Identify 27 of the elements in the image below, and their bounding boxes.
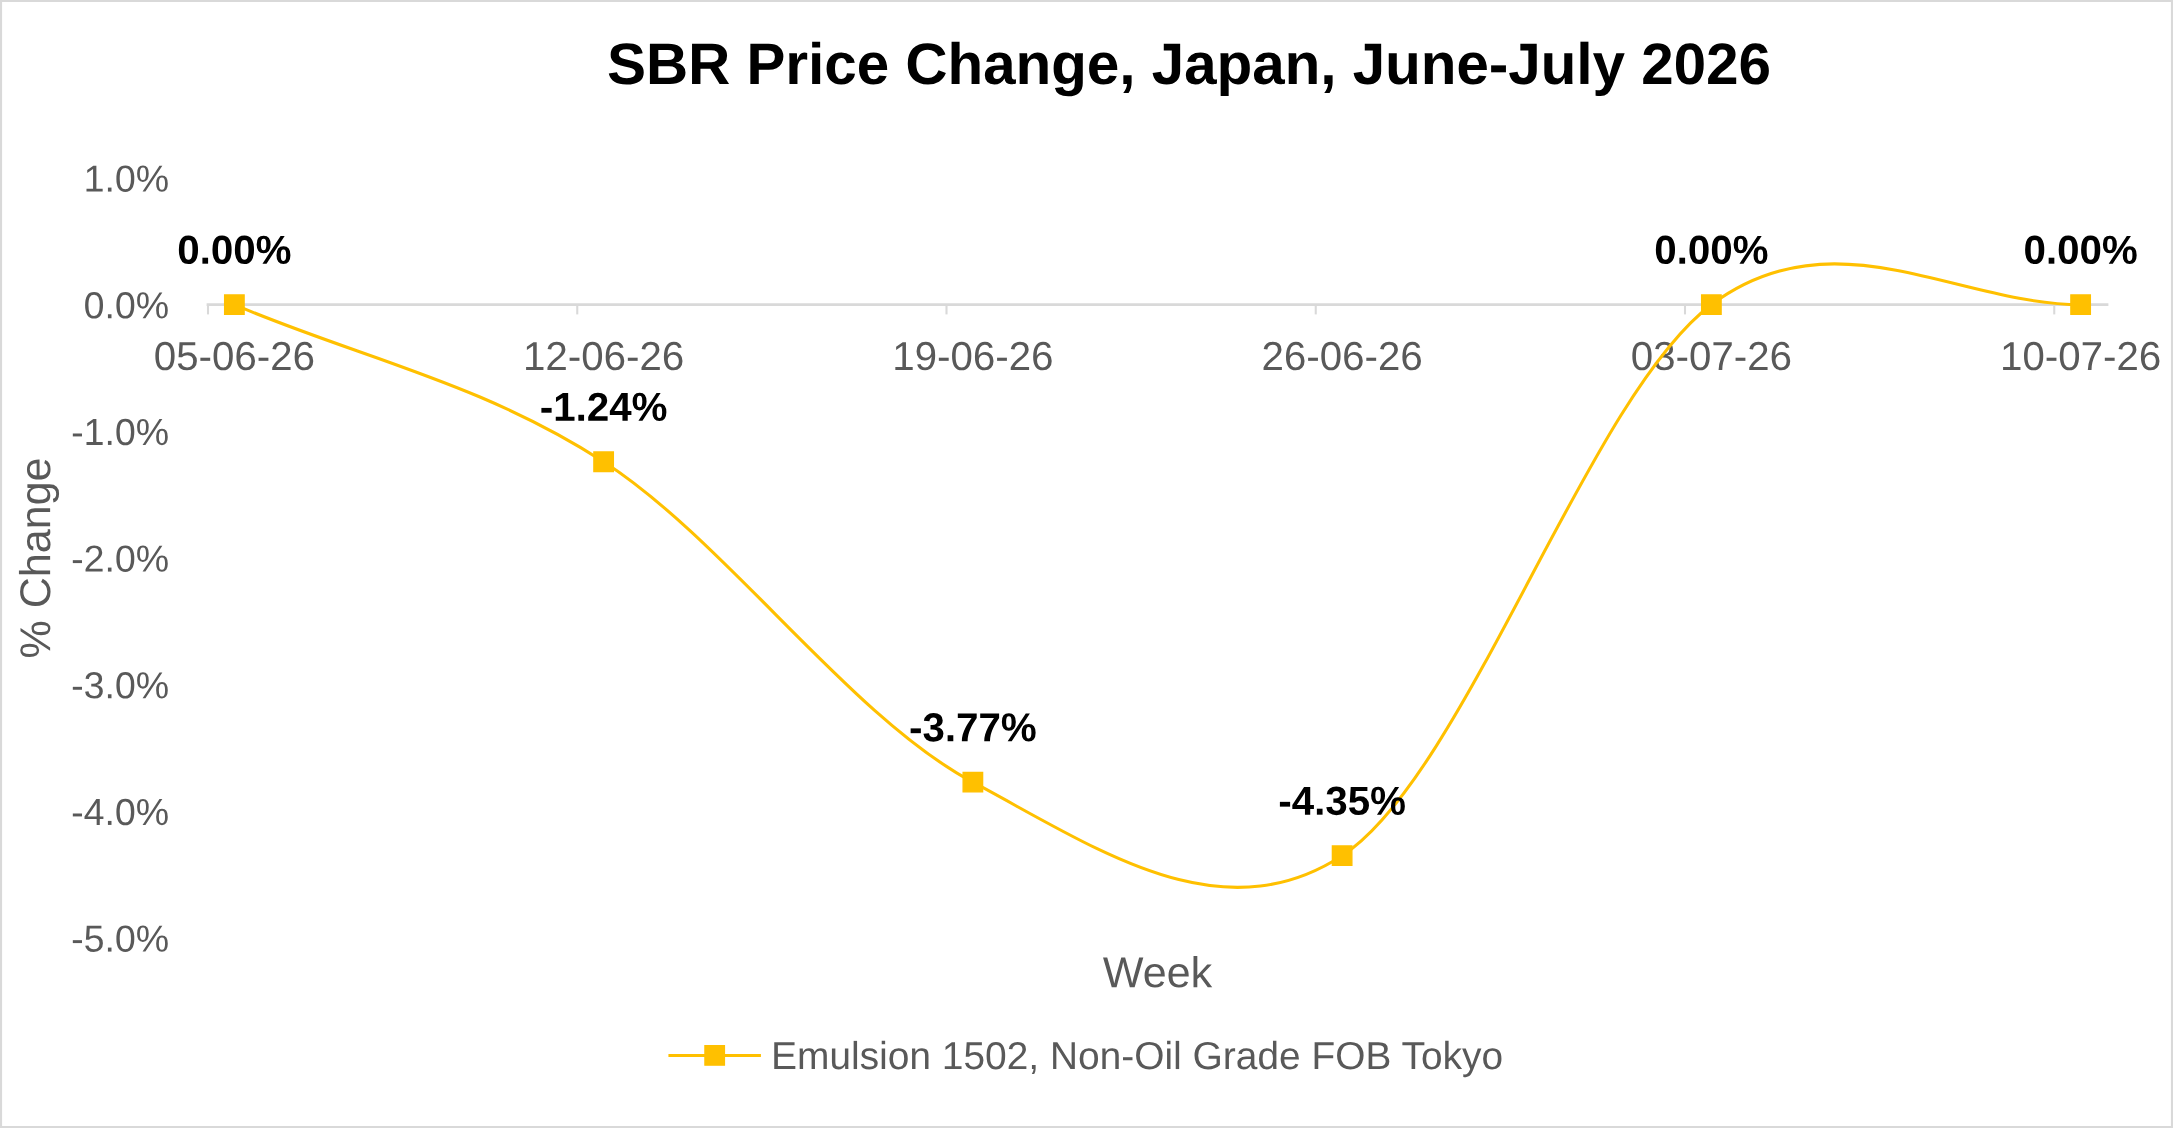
y-tick-label: 0.0%	[85, 292, 168, 319]
y-tick-label: -2.0%	[72, 545, 168, 572]
data-label: 0.00%	[1655, 235, 1768, 265]
data-label: 0.00%	[2025, 235, 2137, 265]
point	[1700, 294, 1722, 316]
point	[593, 451, 615, 473]
x-tick-label: 05-06-26	[155, 341, 314, 371]
x-tick-label: 10-07-26	[2003, 341, 2160, 371]
y-tick-label: -4.0%	[72, 798, 168, 826]
y-axis-title: % Change	[18, 459, 60, 657]
y-tick-label: -5.0%	[72, 925, 168, 952]
y-tick-label: 1.0%	[86, 165, 168, 192]
data-label: -1.24%	[541, 392, 667, 422]
point	[962, 771, 984, 793]
point	[2070, 294, 2092, 316]
chart-title: SBR Price Change, Japan, June-July 2026	[608, 41, 1769, 97]
point	[223, 294, 245, 316]
data-label: -3.77%	[910, 713, 1036, 742]
x-axis-title: Week	[1103, 955, 1213, 988]
x-tick-label: 12-06-26	[526, 341, 683, 371]
y-tick-label: -1.0%	[72, 418, 168, 446]
x-tick-label: 26-06-26	[1263, 341, 1421, 371]
data-label: 0.00%	[178, 235, 291, 265]
point	[1331, 845, 1353, 867]
legend-label: Emulsion 1502, Non-Oil Grade FOB Tokyo	[774, 1040, 1502, 1078]
y-tick-label: -3.0%	[72, 672, 168, 699]
x-tick-label: 19-06-26	[895, 341, 1052, 371]
